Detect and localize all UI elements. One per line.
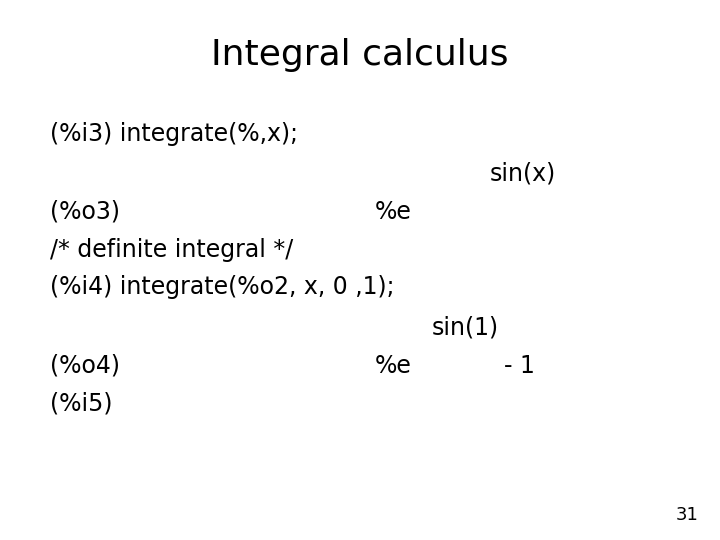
Text: %e: %e <box>374 354 411 377</box>
Text: %e: %e <box>374 200 411 224</box>
Text: sin(1): sin(1) <box>432 316 499 340</box>
Text: (%i4) integrate(%o2, x, 0 ,1);: (%i4) integrate(%o2, x, 0 ,1); <box>50 275 395 299</box>
Text: (%o3): (%o3) <box>50 200 120 224</box>
Text: - 1: - 1 <box>504 354 535 377</box>
Text: /* definite integral */: /* definite integral */ <box>50 238 294 261</box>
Text: 31: 31 <box>675 506 698 524</box>
Text: (%i3) integrate(%,x);: (%i3) integrate(%,x); <box>50 122 298 145</box>
Text: (%o4): (%o4) <box>50 354 120 377</box>
Text: sin(x): sin(x) <box>490 162 556 186</box>
Text: (%i5): (%i5) <box>50 392 113 415</box>
Text: Integral calculus: Integral calculus <box>211 38 509 72</box>
